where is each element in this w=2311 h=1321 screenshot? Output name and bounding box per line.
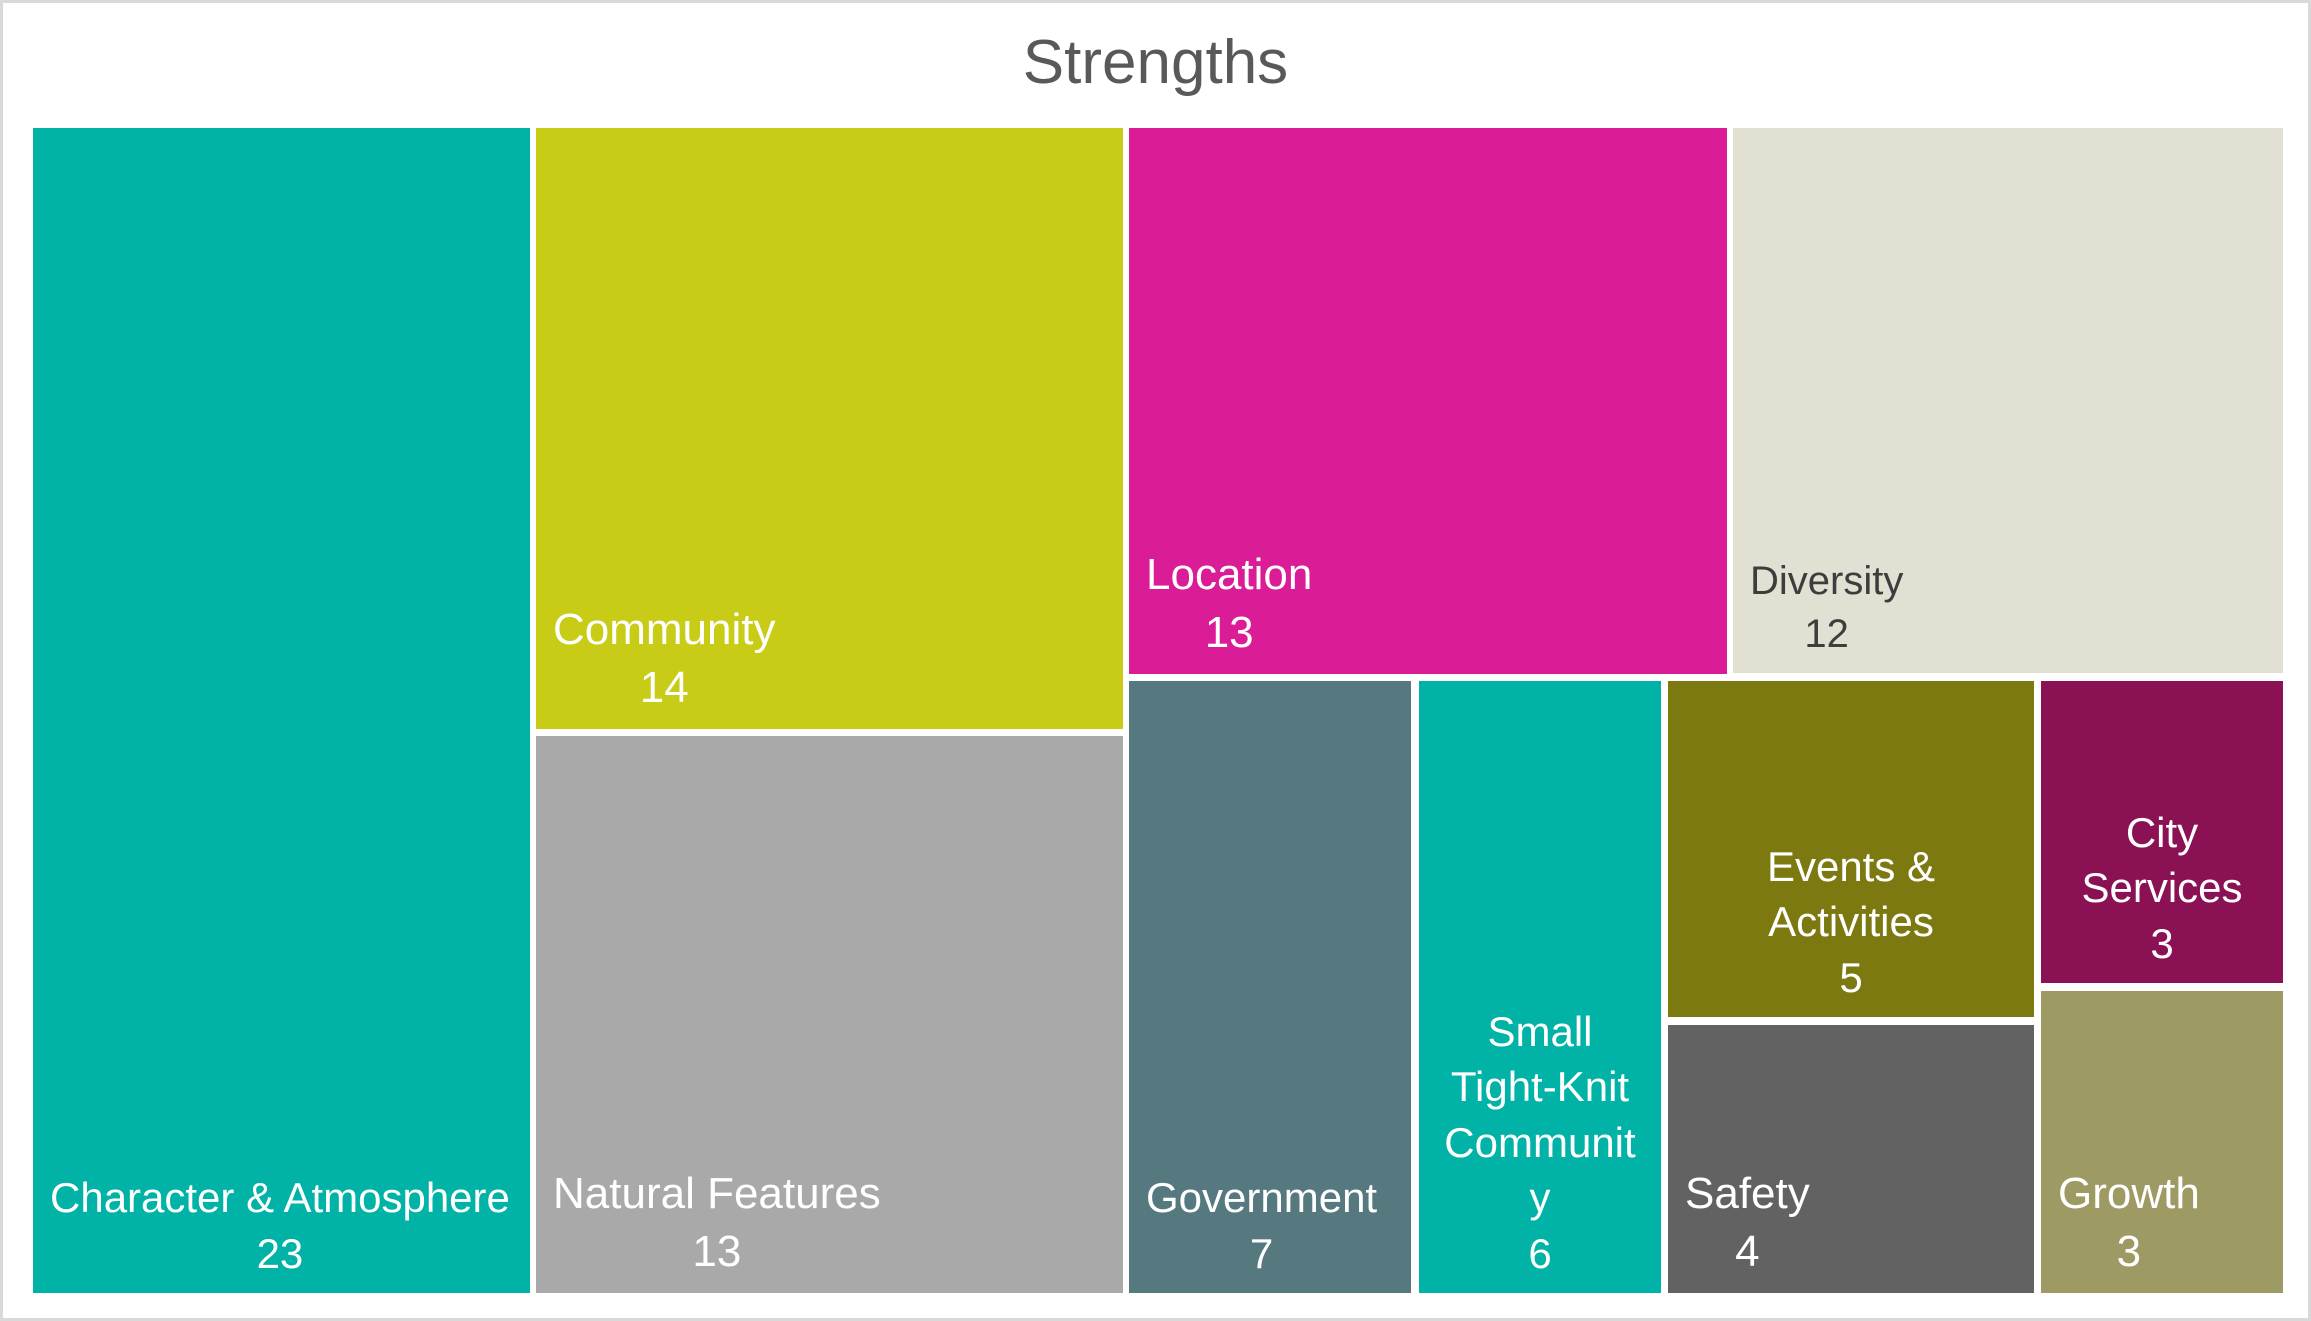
treemap-tile-character-atmosphere[interactable]: Character & Atmosphere 23 [33, 128, 530, 1293]
tile-text: Events & Activities 5 [1685, 839, 2017, 1005]
tile-label: Natural Features [553, 1168, 881, 1218]
tile-value: 23 [256, 1229, 304, 1277]
tile-label: Community [553, 604, 776, 654]
tile-label: Location [1146, 549, 1313, 599]
tile-value: 3 [2116, 1226, 2142, 1276]
tile-value: 14 [639, 662, 689, 712]
tile-value: 12 [1804, 612, 1849, 657]
tile-value: 6 [1528, 1229, 1552, 1277]
tile-value: 7 [1249, 1229, 1274, 1277]
tile-text: Location 13 [1146, 546, 1312, 662]
treemap-tile-government[interactable]: Government 7 [1129, 681, 1411, 1293]
tile-value: 3 [2150, 919, 2174, 967]
tile-value: 13 [1204, 607, 1254, 657]
chart-title: Strengths [1022, 28, 1289, 97]
tile-label: Character & Atmosphere [50, 1174, 510, 1222]
tile-value: 4 [1735, 1226, 1760, 1276]
treemap-tile-safety[interactable]: Safety 4 [1668, 1025, 2034, 1293]
treemap-tile-growth[interactable]: Growth 3 [2041, 991, 2283, 1293]
tile-label: City Services [2081, 808, 2243, 912]
treemap-tile-city-services[interactable]: City Services 3 [2041, 681, 2283, 983]
tile-value: 13 [692, 1226, 742, 1276]
treemap-tile-location[interactable]: Location 13 [1129, 128, 1727, 674]
tile-value: 5 [1839, 953, 1863, 1001]
tile-label: Growth [2058, 1168, 2200, 1218]
tile-text: City Services 3 [2058, 805, 2266, 971]
tile-text: Small Tight-Knit Community 6 [1436, 1004, 1644, 1281]
tile-label: Small Tight-Knit Community [1444, 1007, 1636, 1222]
tile-label: Government [1146, 1174, 1378, 1222]
treemap-tile-diversity[interactable]: Diversity 12 [1733, 128, 2283, 673]
tile-text: Character & Atmosphere 23 [50, 1170, 510, 1281]
tile-text: Safety 4 [1685, 1165, 1810, 1281]
tile-text: Community 14 [553, 601, 776, 717]
treemap-tile-events-activities[interactable]: Events & Activities 5 [1668, 681, 2034, 1017]
tile-text: Government 7 [1146, 1170, 1377, 1281]
treemap-tile-small-tight-knit-community[interactable]: Small Tight-Knit Community 6 [1419, 681, 1661, 1293]
treemap-tile-natural-features[interactable]: Natural Features 13 [536, 736, 1123, 1293]
tile-text: Growth 3 [2058, 1165, 2200, 1281]
tile-label: Events & Activities [1766, 842, 1936, 946]
tile-text: Diversity 12 [1750, 555, 1903, 661]
tile-text: Natural Features 13 [553, 1165, 881, 1281]
treemap-tile-community[interactable]: Community 14 [536, 128, 1123, 729]
tile-label: Diversity [1750, 559, 1904, 604]
tile-label: Safety [1685, 1168, 1810, 1218]
